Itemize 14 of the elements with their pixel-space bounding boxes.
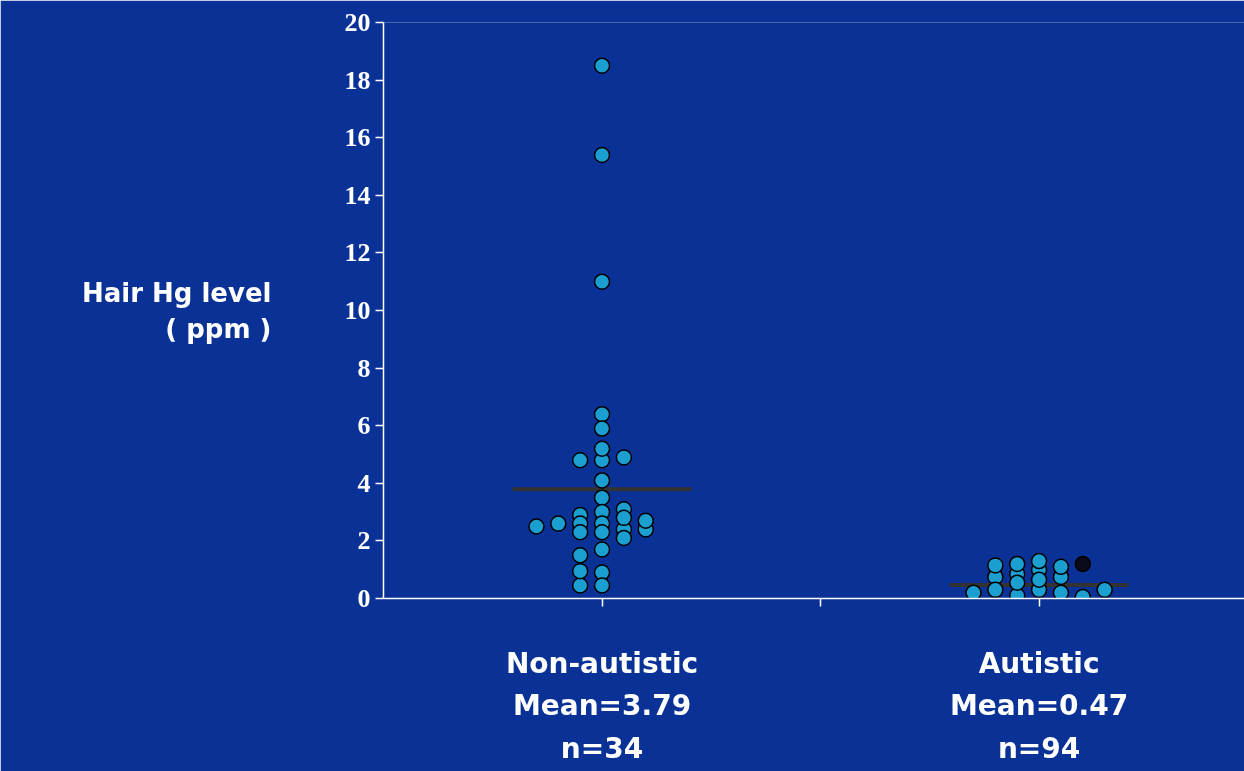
x-tick-label: Autistic Mean=0.47 n=94 — [949, 646, 1129, 766]
y-tick-label: 18 — [344, 65, 371, 95]
x-tick-label: Non-autistic Mean=3.79 n=34 — [505, 646, 699, 766]
y-tick-label: 6 — [357, 411, 371, 441]
y-tick-label: 4 — [357, 468, 371, 498]
y-tick-label: 8 — [357, 353, 371, 383]
y-tick-label: 10 — [344, 296, 371, 325]
y-tick-label: 16 — [344, 123, 371, 153]
y-tick-label: 14 — [344, 180, 371, 210]
y-tick-label: 2 — [357, 526, 371, 556]
y-tick-label: 20 — [344, 8, 371, 37]
y-tick-label: 0 — [357, 584, 371, 613]
y-axis-title: Hair Hg level ( ppm ) — [81, 277, 272, 344]
y-tick-label: 12 — [344, 238, 371, 268]
